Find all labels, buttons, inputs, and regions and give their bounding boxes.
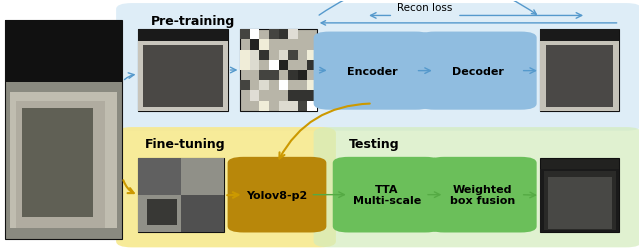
Bar — [288, 101, 298, 112]
Bar — [298, 71, 307, 81]
Bar — [307, 91, 317, 101]
FancyBboxPatch shape — [419, 32, 537, 110]
Bar — [241, 30, 250, 40]
Bar — [540, 30, 620, 42]
Bar — [288, 71, 298, 81]
Bar — [143, 46, 223, 108]
Bar — [288, 91, 298, 101]
Bar — [22, 108, 93, 217]
FancyBboxPatch shape — [314, 128, 640, 248]
Text: Encoder: Encoder — [348, 66, 398, 76]
Bar — [548, 177, 612, 229]
Bar — [17, 102, 105, 228]
Bar — [298, 101, 307, 112]
FancyBboxPatch shape — [314, 32, 431, 110]
Bar — [241, 30, 317, 112]
Bar — [540, 170, 620, 232]
Bar — [269, 60, 278, 71]
Bar — [540, 42, 620, 112]
Bar — [138, 158, 225, 232]
Bar — [269, 30, 278, 40]
Bar — [278, 50, 288, 60]
Bar — [288, 50, 298, 60]
Bar — [278, 60, 288, 71]
Bar — [540, 158, 620, 232]
Text: Yolov8-p2: Yolov8-p2 — [246, 190, 308, 200]
FancyBboxPatch shape — [333, 157, 441, 232]
Bar — [307, 60, 317, 71]
Bar — [138, 158, 225, 232]
Bar — [288, 91, 298, 101]
Bar — [259, 101, 269, 112]
Bar — [250, 30, 259, 40]
Bar — [138, 30, 228, 42]
FancyBboxPatch shape — [228, 157, 326, 232]
Bar — [540, 30, 620, 112]
Text: Decoder: Decoder — [452, 66, 504, 76]
Bar — [307, 50, 317, 60]
Bar — [269, 30, 278, 40]
FancyArrowPatch shape — [321, 22, 617, 26]
Text: Pre-training: Pre-training — [151, 15, 236, 28]
Bar — [138, 42, 228, 112]
Bar — [298, 91, 307, 101]
Bar — [241, 81, 250, 91]
Text: Recon loss: Recon loss — [397, 3, 453, 13]
FancyBboxPatch shape — [116, 128, 336, 248]
Bar — [250, 50, 259, 60]
Bar — [259, 50, 269, 60]
Text: Weighted
box fusion: Weighted box fusion — [450, 184, 515, 206]
Bar — [546, 46, 613, 108]
Bar — [147, 199, 177, 225]
Text: Testing: Testing — [349, 137, 399, 150]
FancyBboxPatch shape — [428, 157, 537, 232]
Bar — [4, 21, 122, 239]
Text: Fine-tuning: Fine-tuning — [145, 137, 225, 150]
Bar — [250, 40, 259, 50]
Bar — [278, 101, 288, 112]
Bar — [544, 171, 616, 230]
Bar — [307, 101, 317, 112]
Bar — [138, 30, 228, 112]
Bar — [250, 91, 259, 101]
Bar — [278, 81, 288, 91]
Bar — [278, 60, 288, 71]
Text: TTA
Multi-scale: TTA Multi-scale — [353, 184, 421, 206]
Bar — [288, 30, 298, 40]
Bar — [269, 71, 278, 81]
Bar — [278, 30, 288, 40]
Bar — [138, 158, 181, 196]
Bar — [307, 81, 317, 91]
Bar — [259, 40, 269, 50]
Bar — [10, 93, 116, 228]
Bar — [181, 196, 225, 232]
Bar — [250, 60, 259, 71]
Bar — [259, 71, 269, 81]
Bar — [241, 50, 250, 60]
FancyBboxPatch shape — [116, 4, 640, 131]
Bar — [259, 81, 269, 91]
Bar — [298, 101, 307, 112]
FancyArrowPatch shape — [319, 0, 536, 16]
Bar — [4, 21, 122, 82]
Bar — [241, 60, 250, 71]
